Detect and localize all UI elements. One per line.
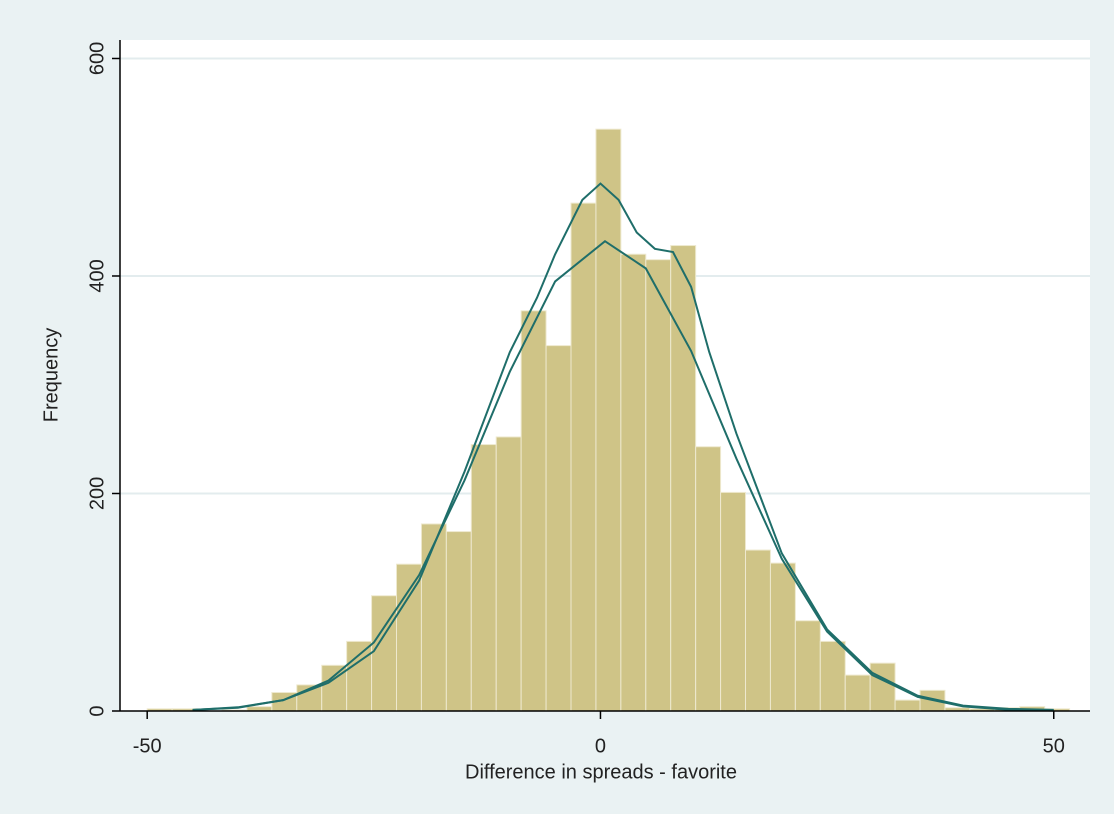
bar	[470, 444, 497, 712]
bar	[420, 523, 447, 712]
bar	[445, 531, 472, 712]
bar	[670, 245, 697, 712]
bar	[869, 662, 896, 712]
x-tick-label: 0	[595, 735, 606, 757]
bar	[620, 253, 647, 712]
bar	[570, 202, 597, 712]
bar	[695, 446, 722, 712]
bar	[545, 345, 572, 712]
bar	[844, 674, 871, 712]
density-curve	[192, 182, 1054, 711]
x-tick-label: -50	[133, 735, 162, 757]
y-tick-label: 600	[86, 42, 108, 75]
bar	[794, 620, 821, 712]
bar	[645, 259, 672, 712]
x-tick-label: 50	[1043, 735, 1065, 757]
bar	[395, 563, 422, 712]
y-tick-label: 400	[86, 259, 108, 292]
bar	[745, 549, 771, 712]
y-axis-label: Frequency	[40, 328, 62, 423]
y-tick-label: 0	[86, 705, 108, 716]
bar	[720, 491, 747, 712]
x-axis-label: Difference in spreads - favorite	[465, 761, 737, 783]
density-curve	[192, 239, 1054, 712]
bar	[595, 128, 622, 712]
bar	[495, 436, 522, 712]
y-tick-label: 200	[86, 477, 108, 510]
bar	[520, 310, 547, 712]
bar	[894, 699, 921, 712]
bar	[819, 640, 846, 712]
bar	[769, 562, 796, 712]
bar	[346, 640, 373, 712]
